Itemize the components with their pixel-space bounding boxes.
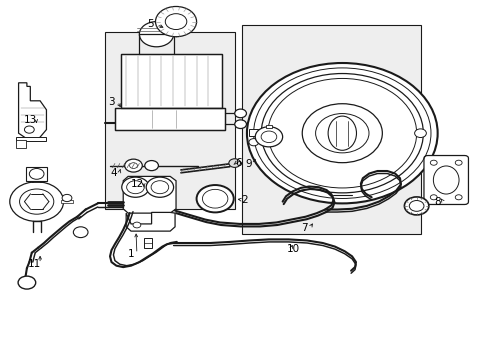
Ellipse shape (327, 116, 356, 150)
Bar (105, 32, 234, 209)
Text: 4: 4 (110, 168, 117, 178)
Bar (249, 129, 258, 136)
Circle shape (408, 201, 423, 211)
Circle shape (454, 195, 461, 200)
Circle shape (124, 159, 142, 172)
FancyBboxPatch shape (423, 156, 468, 204)
Polygon shape (121, 54, 222, 108)
Bar (265, 125, 271, 128)
Polygon shape (16, 137, 46, 141)
Circle shape (151, 181, 168, 194)
Circle shape (429, 160, 436, 165)
Circle shape (122, 177, 149, 197)
Text: 1: 1 (127, 249, 134, 259)
Circle shape (126, 181, 144, 194)
Circle shape (129, 163, 137, 168)
Text: 2: 2 (241, 195, 247, 205)
Circle shape (246, 63, 437, 203)
Circle shape (10, 182, 63, 221)
Circle shape (302, 104, 382, 163)
Polygon shape (126, 212, 175, 231)
Text: 11: 11 (27, 258, 41, 269)
Circle shape (196, 185, 233, 212)
Polygon shape (19, 83, 46, 141)
Circle shape (429, 195, 436, 200)
Circle shape (202, 189, 227, 208)
Circle shape (414, 129, 426, 138)
Text: 13: 13 (23, 114, 37, 125)
Circle shape (234, 120, 246, 129)
Bar (16, 140, 26, 148)
Text: 9: 9 (244, 159, 251, 169)
Bar (144, 238, 151, 248)
Polygon shape (115, 108, 224, 130)
Circle shape (18, 276, 36, 289)
Circle shape (155, 6, 196, 37)
Circle shape (144, 161, 158, 171)
Text: 12: 12 (131, 179, 144, 189)
Circle shape (133, 222, 141, 228)
Circle shape (228, 159, 240, 167)
Circle shape (62, 194, 72, 202)
Bar (26, 167, 47, 181)
Circle shape (20, 189, 54, 214)
Circle shape (255, 127, 282, 147)
Circle shape (234, 109, 246, 118)
Polygon shape (123, 176, 176, 213)
Text: 5: 5 (147, 19, 154, 30)
Circle shape (165, 14, 186, 30)
Text: 6: 6 (235, 158, 242, 168)
Circle shape (248, 139, 258, 146)
Circle shape (404, 197, 428, 215)
Bar (242, 25, 420, 234)
Circle shape (29, 168, 44, 179)
Circle shape (261, 131, 276, 143)
Bar (61, 200, 73, 203)
Text: 8: 8 (433, 197, 440, 207)
Circle shape (454, 160, 461, 165)
Circle shape (73, 227, 88, 238)
Circle shape (315, 113, 368, 153)
Circle shape (24, 126, 34, 133)
Text: 7: 7 (300, 222, 307, 233)
Text: 10: 10 (286, 244, 299, 254)
Text: 3: 3 (108, 96, 115, 107)
Circle shape (139, 22, 173, 47)
Circle shape (146, 177, 173, 197)
